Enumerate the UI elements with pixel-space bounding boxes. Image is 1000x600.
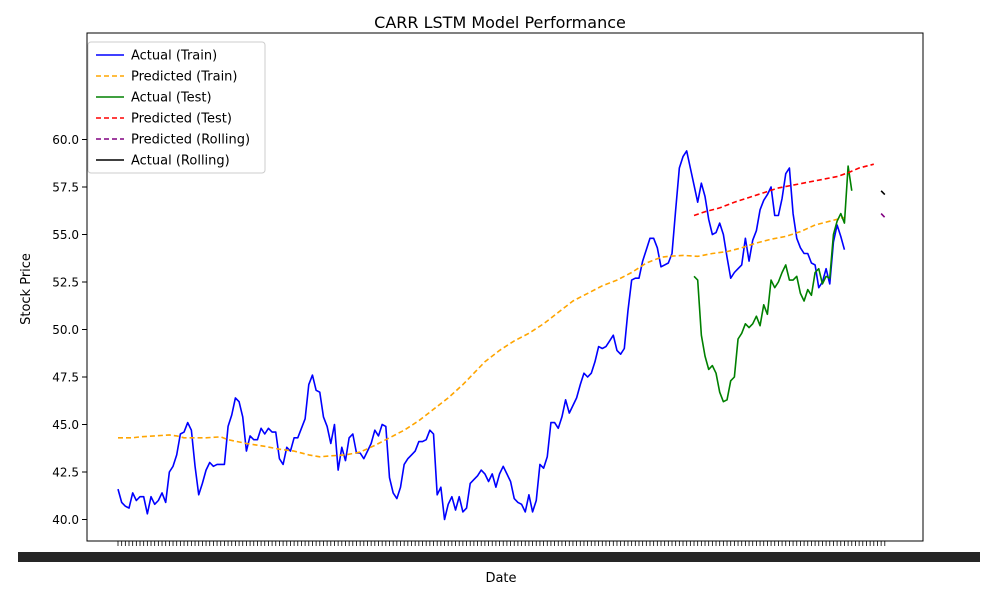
series-line-actual-train	[117, 150, 846, 521]
series-line-actual-test	[693, 165, 853, 403]
y-tick-label: 42.5	[52, 466, 79, 480]
y-tick-label: 45.0	[52, 418, 79, 432]
legend: Actual (Train) Predicted (Train) Actual (T…	[87, 41, 266, 174]
legend-label: Actual (Test)	[131, 91, 212, 106]
series-line-actual-rolling	[880, 190, 886, 196]
legend-label: Predicted (Rolling)	[131, 133, 250, 148]
y-tick-label: 50.0	[52, 323, 79, 337]
x-tick-label-band	[18, 552, 980, 562]
y-tick-label: 57.5	[52, 181, 79, 195]
series-line-predicted-rolling	[880, 213, 886, 218]
y-axis-label: Stock Price	[19, 253, 34, 325]
legend-label: Actual (Train)	[131, 49, 217, 64]
series-line-predicted-train	[118, 216, 845, 458]
x-axis-label: Date	[485, 571, 516, 586]
series-line-predicted-test	[693, 163, 874, 217]
y-axis: 40.0 42.5 45.0 47.5 50.0 52.5 55.0 57.5 60.0	[52, 133, 87, 527]
y-tick-label: 52.5	[52, 276, 79, 290]
legend-label: Actual (Rolling)	[131, 154, 230, 169]
y-tick-label: 47.5	[52, 371, 79, 385]
chart-title: CARR LSTM Model Performance	[374, 13, 626, 32]
y-tick-label: 60.0	[52, 133, 79, 147]
legend-box	[87, 41, 266, 174]
legend-label: Predicted (Test)	[131, 112, 232, 127]
y-tick-label: 55.0	[52, 228, 79, 242]
series-layer	[117, 150, 886, 521]
y-tick-label: 40.0	[52, 513, 79, 527]
legend-label: Predicted (Train)	[131, 70, 238, 85]
x-axis	[18, 541, 980, 562]
